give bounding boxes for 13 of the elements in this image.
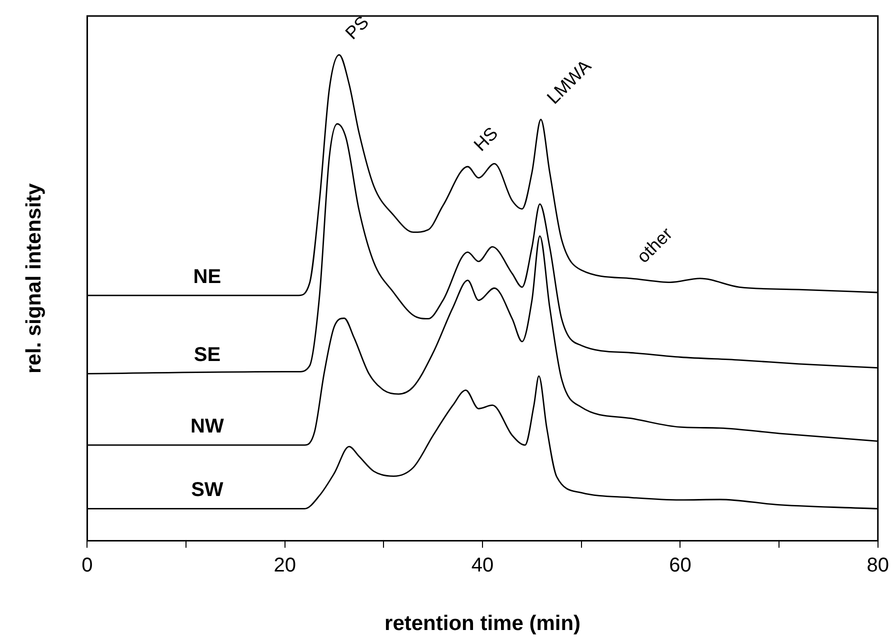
- annotation: PS: [341, 12, 373, 44]
- annotation: HS: [470, 123, 502, 155]
- series-label: SE: [194, 344, 221, 366]
- x-tick-label: 40: [471, 554, 494, 576]
- y-axis-title: rel. signal intensity: [22, 182, 46, 374]
- series-label: NE: [193, 266, 222, 288]
- series-label: NW: [190, 416, 224, 438]
- x-tick-label: 20: [274, 554, 296, 576]
- x-axis-title: retention time (min): [384, 612, 581, 636]
- series-label: SW: [191, 479, 224, 502]
- x-tick-label: 80: [866, 554, 889, 576]
- x-tick-label: 0: [82, 554, 93, 576]
- x-tick-label: 60: [669, 554, 692, 576]
